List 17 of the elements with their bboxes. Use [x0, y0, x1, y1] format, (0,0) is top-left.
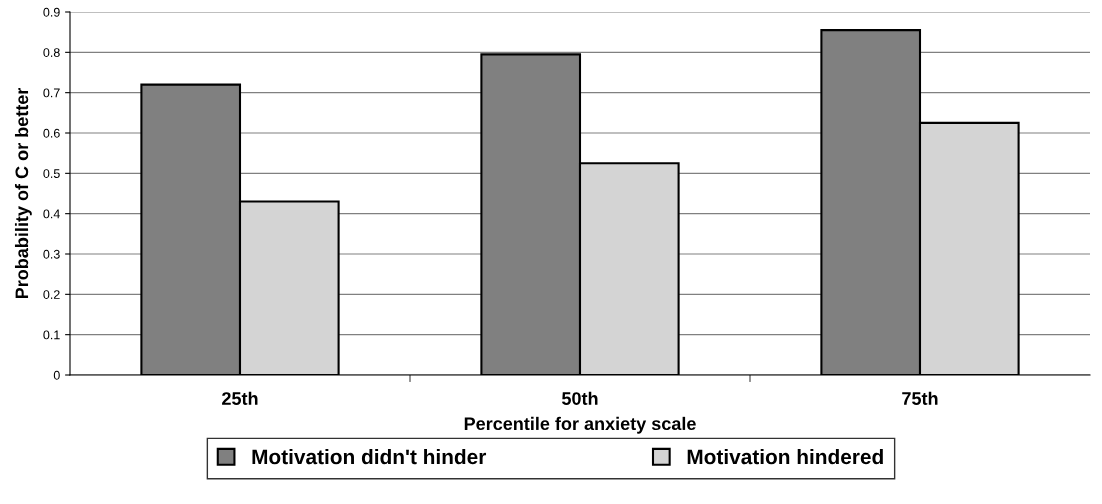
x-axis-title: Percentile for anxiety scale	[464, 416, 696, 434]
y-tick-label: 0.8	[43, 48, 60, 57]
y-tick-label: 0.4	[43, 209, 60, 219]
y-tick-label: 0.7	[43, 88, 60, 98]
y-tick-label: 0.3	[43, 249, 60, 259]
legend-label: Motivation didn't hinder	[252, 448, 487, 465]
y-tick-label: 0.2	[43, 290, 60, 299]
y-tick-label: 0.5	[43, 169, 60, 178]
x-tick-label: 75th	[902, 391, 938, 405]
y-tick-label: 0.9	[43, 7, 60, 17]
x-tick-label: 50th	[562, 391, 598, 405]
y-axis-title: Probability of C or better	[14, 87, 32, 299]
y-tick-label: 0.6	[43, 128, 60, 138]
y-tick-label: 0	[53, 370, 60, 380]
legend-label: Motivation hindered	[687, 448, 883, 465]
x-tick-label: 25th	[222, 391, 258, 405]
y-tick-label: 0.1	[43, 330, 60, 340]
